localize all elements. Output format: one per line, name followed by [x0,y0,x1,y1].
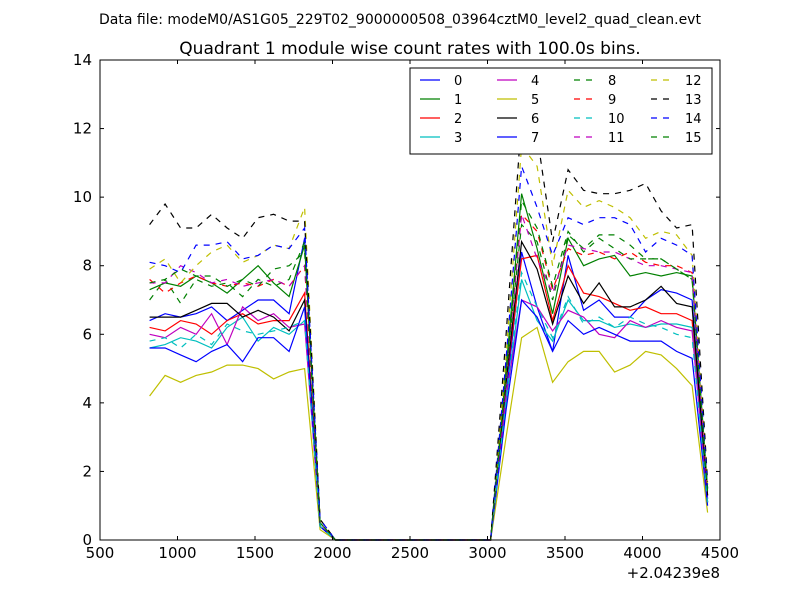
y-tick-label: 14 [73,51,92,69]
x-tick-label: 1500 [236,544,274,562]
series-line-8 [149,223,709,541]
x-tick-label: 2000 [313,544,351,562]
legend-label-8: 8 [608,74,616,89]
x-axis: 500 1000 1500 2000 2500 3000 3500 4000 4500 [86,60,739,562]
legend-label-5: 5 [531,93,539,108]
legend-label-9: 9 [608,93,616,108]
y-tick-label: 12 [73,120,92,138]
legend-label-13: 13 [685,93,702,108]
legend-label-14: 14 [685,112,702,127]
legend-label-3: 3 [454,131,462,146]
x-tick-label: 500 [86,544,115,562]
y-tick-label: 0 [82,531,92,549]
x-tick-label: 3500 [546,544,584,562]
legend-label-7: 7 [531,131,539,146]
legend-label-2: 2 [454,112,462,127]
legend-box [409,67,713,155]
y-tick-label: 8 [82,257,92,275]
y-tick-label: 10 [73,188,92,206]
chart-title: Quadrant 1 module wise count rates with … [179,39,640,59]
legend-label-4: 4 [531,74,539,89]
legend-label-0: 0 [454,74,462,89]
figure-suptitle: Data file: modeM0/AS1G05_229T02_90000005… [99,12,701,28]
legend-label-10: 10 [608,112,625,127]
y-tick-label: 4 [82,394,92,412]
y-tick-label: 6 [82,325,92,343]
x-tick-label: 1000 [158,544,196,562]
legend-label-11: 11 [608,131,625,146]
legend-label-15: 15 [685,131,702,146]
legend-label-1: 1 [454,93,462,108]
legend-label-12: 12 [685,74,702,89]
x-tick-label: 4500 [701,544,739,562]
x-axis-offset-label: +2.04239e8 [627,564,720,582]
x-tick-label: 4000 [623,544,661,562]
x-tick-label: 2500 [391,544,429,562]
x-tick-label: 3000 [468,544,506,562]
y-tick-label: 2 [82,462,92,480]
legend-label-6: 6 [531,112,539,127]
